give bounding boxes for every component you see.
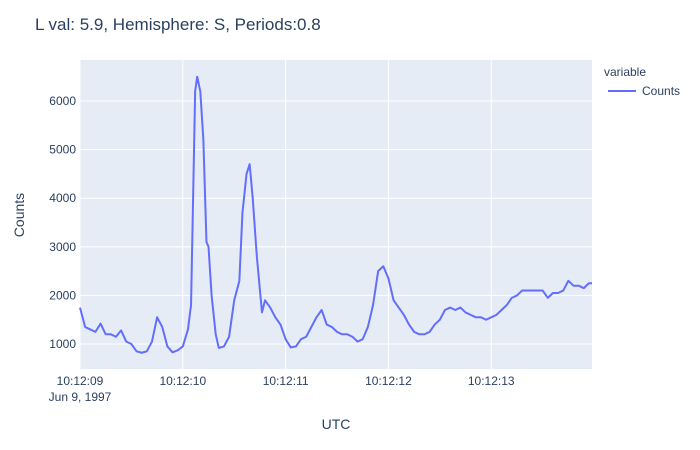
data-line [79, 75, 592, 354]
y-tick-label: 3000 [49, 240, 76, 254]
y-tick-label: 5000 [49, 143, 76, 157]
x-tick-label: 10:12:13 [468, 374, 515, 388]
plot-area [80, 60, 592, 369]
x-tick-label: 10:12:11 [263, 374, 309, 388]
y-tick-label: 6000 [49, 94, 76, 108]
legend-label: Counts [642, 84, 680, 98]
y-axis-title: Counts [11, 193, 27, 237]
x-tick-label: 10:12:09 [57, 374, 104, 388]
x-axis-title: UTC [322, 416, 351, 432]
x-tick-label: 10:12:10 [159, 374, 206, 388]
legend-title: variable [604, 65, 646, 79]
chart-title: L val: 5.9, Hemisphere: S, Periods:0.8 [35, 15, 321, 34]
y-tick-label: 4000 [49, 191, 76, 205]
y-tick-label: 2000 [49, 288, 76, 302]
x-tick-label: 10:12:12 [365, 374, 412, 388]
y-tick-label: 1000 [49, 337, 76, 351]
x-tick-date: Jun 9, 1997 [49, 390, 112, 404]
